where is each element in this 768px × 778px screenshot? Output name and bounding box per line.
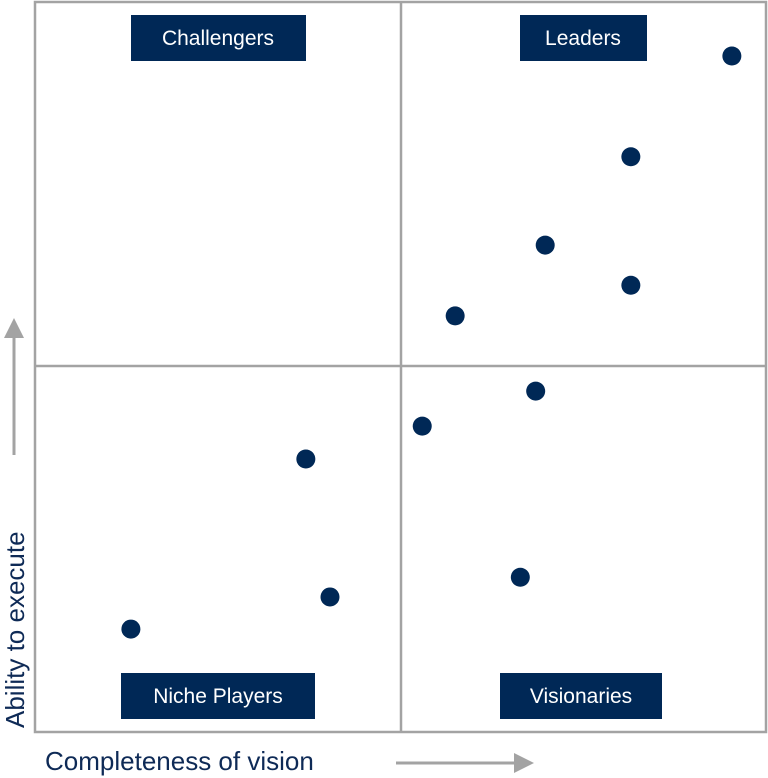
quadrant-label-leaders: Leaders	[520, 15, 647, 61]
quadrant-label-text: Challengers	[162, 27, 274, 50]
data-point	[526, 381, 546, 401]
quadrant-label-niche-players: Niche Players	[121, 673, 315, 719]
data-point	[320, 587, 340, 607]
quadrant-label-challengers: Challengers	[131, 15, 306, 61]
data-point	[621, 275, 641, 295]
data-point	[535, 235, 555, 255]
x-axis-label: Completeness of vision	[45, 746, 314, 776]
data-point	[621, 147, 641, 167]
data-point	[296, 449, 316, 469]
data-points	[121, 46, 742, 639]
data-point	[510, 567, 530, 587]
data-point	[412, 416, 432, 436]
y-axis-label: Ability to execute	[0, 531, 30, 728]
quadrant-label-visionaries: Visionaries	[500, 673, 662, 719]
data-point	[722, 46, 742, 66]
quadrant-label-text: Leaders	[545, 27, 621, 50]
x-axis-arrow-icon	[396, 753, 534, 773]
data-point	[445, 306, 465, 326]
y-axis-arrow-icon	[4, 318, 24, 455]
data-point	[121, 619, 141, 639]
quadrant-label-text: Visionaries	[530, 685, 632, 708]
quadrant-label-text: Niche Players	[153, 685, 283, 708]
